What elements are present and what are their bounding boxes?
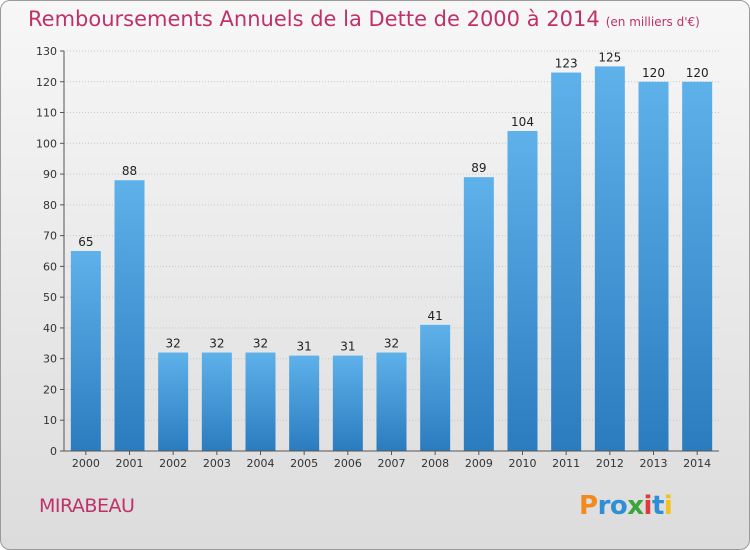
- bar-2006: [332, 355, 363, 451]
- bar-2014: [682, 81, 713, 452]
- y-tick-label: 80: [43, 199, 57, 212]
- bar-2000: [70, 251, 101, 451]
- y-tick-label: 10: [43, 414, 57, 427]
- bar-2004: [245, 352, 276, 451]
- bar-2009: [463, 177, 494, 451]
- data-label: 120: [642, 66, 665, 80]
- logo-letter: t: [651, 491, 664, 521]
- x-tick-label: 2001: [116, 457, 144, 470]
- data-label: 125: [598, 50, 621, 64]
- x-tick-label: 2005: [290, 457, 318, 470]
- x-tick-label: 2008: [421, 457, 449, 470]
- y-tick-label: 110: [36, 107, 57, 120]
- bar-2005: [289, 355, 320, 451]
- logo-letter: r: [597, 491, 611, 521]
- x-tick-label: 2010: [509, 457, 537, 470]
- data-label: 32: [166, 337, 181, 351]
- y-tick-label: 90: [43, 168, 57, 181]
- data-label: 120: [686, 66, 709, 80]
- y-tick-label: 120: [36, 76, 57, 89]
- bar-2010: [507, 131, 538, 451]
- bar-2012: [594, 66, 625, 451]
- x-tick-label: 2000: [72, 457, 100, 470]
- y-tick-label: 40: [43, 322, 57, 335]
- logo-letter: P: [579, 491, 598, 521]
- logo-letter: i: [643, 491, 653, 521]
- y-tick-label: 130: [36, 45, 57, 58]
- data-label: 32: [384, 337, 399, 351]
- chart-title: Remboursements Annuels de la Dette de 20…: [28, 7, 700, 31]
- x-tick-label: 2011: [552, 457, 580, 470]
- data-label: 41: [428, 309, 443, 323]
- y-tick-label: 0: [50, 445, 57, 458]
- data-label: 31: [297, 340, 312, 354]
- proxiti-logo: Proxiti: [579, 491, 673, 521]
- x-tick-label: 2006: [334, 457, 362, 470]
- y-tick-label: 60: [43, 260, 57, 273]
- bar-2008: [420, 324, 451, 451]
- bar-2002: [158, 352, 189, 451]
- data-label: 65: [78, 235, 93, 249]
- commune-name: MIRABEAU: [39, 495, 135, 517]
- y-tick-label: 70: [43, 230, 57, 243]
- chart-unit: (en milliers d'€): [605, 15, 700, 29]
- bar-2003: [201, 352, 232, 451]
- bar-2001: [114, 180, 145, 451]
- y-tick-label: 100: [36, 137, 57, 150]
- y-tick-label: 50: [43, 291, 57, 304]
- x-tick-label: 2003: [203, 457, 231, 470]
- y-tick-label: 20: [43, 383, 57, 396]
- axes: 0 10 20 30 40 50 60 70 80 90 100 110 120 130 2000 2001 2…: [36, 45, 719, 470]
- data-label: 32: [209, 337, 224, 351]
- logo-letter: o: [609, 491, 628, 521]
- data-label: 88: [122, 164, 137, 178]
- data-label: 89: [471, 161, 486, 175]
- y-tick-label: 30: [43, 353, 57, 366]
- bar-2007: [376, 352, 407, 451]
- data-label: 123: [555, 57, 578, 71]
- data-label: 32: [253, 337, 268, 351]
- bar-2013: [638, 81, 669, 452]
- x-tick-label: 2012: [596, 457, 624, 470]
- x-tick-label: 2014: [683, 457, 711, 470]
- x-tick-label: 2013: [640, 457, 668, 470]
- logo-letter: x: [627, 491, 644, 521]
- data-label: 104: [511, 115, 534, 129]
- x-tick-label: 2007: [378, 457, 406, 470]
- data-label: 31: [340, 340, 355, 354]
- bar-2011: [551, 72, 582, 452]
- logo-letter: i: [663, 491, 673, 521]
- chart-title-text: Remboursements Annuels de la Dette de 20…: [28, 7, 600, 31]
- x-tick-label: 2002: [159, 457, 187, 470]
- x-tick-label: 2009: [465, 457, 493, 470]
- bars: 65 88 32 32 32 31 31 32 41 89 104 123 125 120 120: [70, 50, 713, 452]
- x-tick-label: 2004: [247, 457, 275, 470]
